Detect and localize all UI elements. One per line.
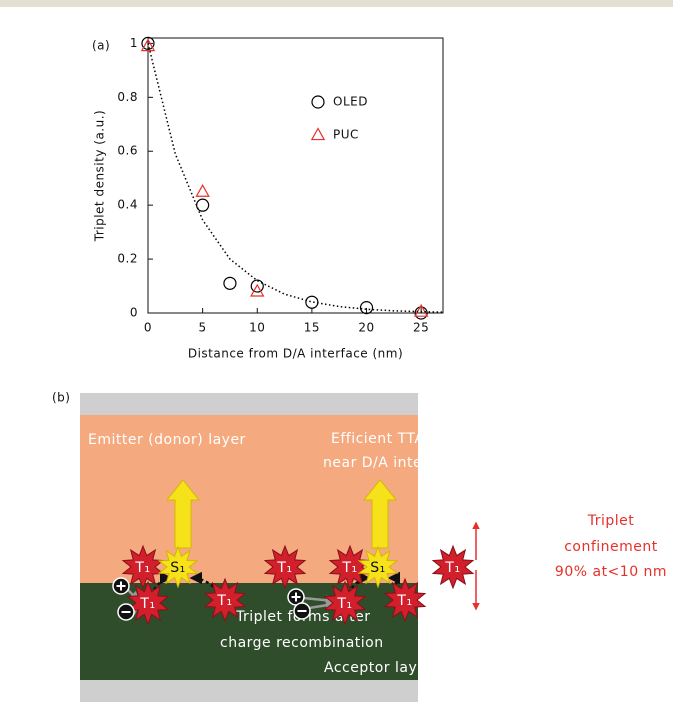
triplet-star: [203, 577, 247, 623]
data-point: [359, 301, 374, 315]
emission-arrow: [362, 479, 398, 549]
state-label: T₁: [336, 596, 352, 612]
triplet-star: [431, 544, 475, 590]
state-label: T₁: [341, 560, 357, 576]
legend-marker: [311, 95, 325, 109]
top-rule: [0, 0, 673, 7]
y-axis-label: Triplet density (a.u.): [93, 110, 107, 242]
triplet-star: [323, 580, 367, 626]
annotation: Efficient TTA-UC: [331, 431, 451, 447]
x-tick-label: 25: [413, 321, 429, 335]
state-label: T₁: [396, 593, 412, 609]
layer-label: Acceptor layer: [324, 660, 433, 676]
annotation: charge recombination: [220, 635, 384, 651]
data-point: [141, 36, 155, 50]
data-point: [223, 276, 237, 290]
y-tick-label: 0.8: [117, 90, 138, 104]
transfer-arrow: [189, 571, 223, 596]
x-tick-label: 15: [304, 321, 320, 335]
annotation: near D/A interface: [323, 455, 460, 471]
gray-band: [80, 680, 418, 702]
fit-line: [147, 43, 444, 313]
singlet-star: [357, 545, 399, 589]
state-label: S₁: [370, 560, 386, 576]
data-point: [250, 283, 265, 297]
gray-band: [80, 393, 418, 415]
annotation: 90% at<10 nm: [555, 564, 667, 580]
transfer-arrow: [343, 571, 371, 599]
data-point: [414, 306, 428, 320]
x-tick-label: 20: [358, 321, 374, 335]
data-point: [250, 279, 264, 293]
panel-label: (a): [92, 39, 110, 53]
plot-frame: [147, 37, 444, 314]
legend-label: OLED: [333, 95, 368, 109]
state-label: T₁: [134, 560, 150, 576]
triplet-star: [263, 544, 307, 590]
singlet-star: [157, 545, 199, 589]
x-tick-label: 10: [249, 321, 265, 335]
panel-label: (b): [52, 391, 70, 405]
data-point: [195, 183, 210, 197]
diagram-b: (b) Emitter (donor) layer Acceptor layer Ef…: [52, 391, 667, 702]
annotation: confinement: [564, 539, 658, 555]
x-tick-label: 0: [144, 321, 152, 335]
y-tick-label: 1: [130, 36, 138, 50]
legend-marker: [310, 127, 326, 141]
legend-label: PUC: [333, 128, 359, 142]
annotation: Triplet: [587, 513, 635, 529]
data-point: [196, 198, 210, 212]
triplet-star: [328, 544, 372, 590]
x-tick-label: 5: [199, 321, 207, 335]
state-label: S₁: [170, 560, 186, 576]
y-tick-label: 0: [130, 306, 138, 320]
triplet-star: [126, 580, 170, 626]
triplet-star: [383, 577, 427, 623]
data-point: [305, 295, 319, 309]
y-tick-label: 0.2: [117, 252, 138, 266]
data-point: [413, 303, 429, 317]
data-point: [140, 38, 156, 52]
state-label: T₁: [139, 596, 155, 612]
layer-label: Emitter (donor) layer: [88, 432, 246, 448]
y-tick-label: 0.4: [117, 198, 138, 212]
triplet-star: [121, 544, 165, 590]
state-label: T₁: [276, 560, 292, 576]
x-axis-label: Distance from D/A interface (nm): [188, 347, 403, 361]
state-label: T₁: [444, 560, 460, 576]
emission-arrow: [165, 479, 201, 549]
state-label: T₁: [216, 593, 232, 609]
y-tick-label: 0.6: [117, 144, 138, 158]
gray-arrow: [308, 600, 336, 611]
